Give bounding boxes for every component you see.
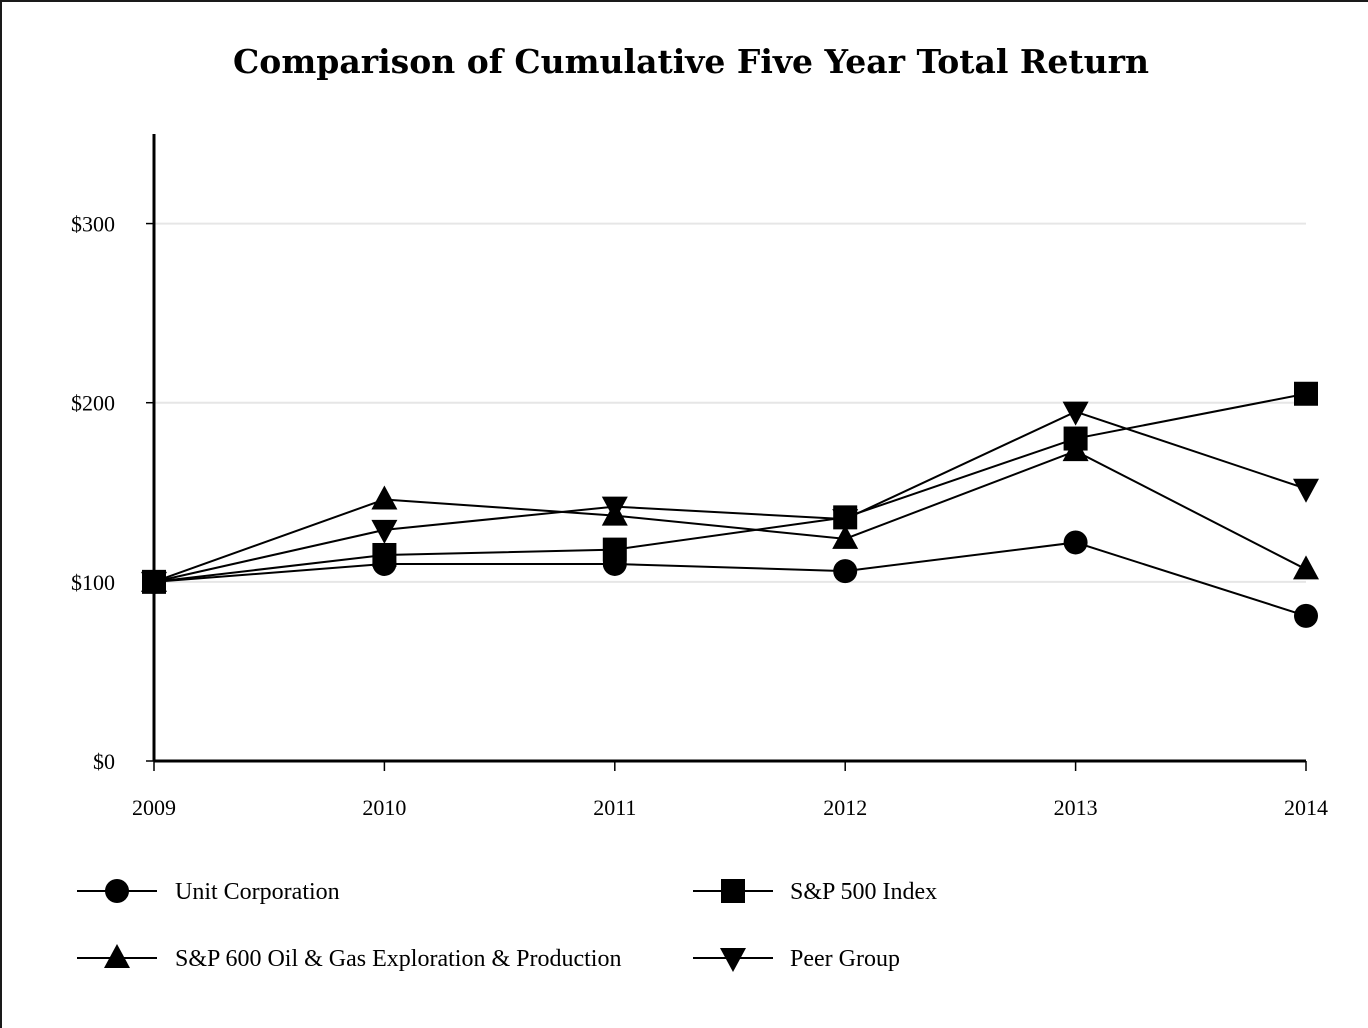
x-tick-label: 2010 [362,795,406,820]
data-point [833,559,858,584]
data-point [1062,437,1089,462]
data-point [1293,478,1319,503]
x-tick-label: 2013 [1054,795,1098,820]
series-line [153,392,1307,583]
legend-marker [721,879,745,903]
data-point [1294,603,1318,628]
series-line [153,449,1307,583]
series-line [153,541,1307,617]
legend-marker [105,879,129,903]
y-tick-label: $300 [71,212,115,237]
legend-marker [104,944,130,968]
data-point [602,537,627,562]
data-point [371,485,398,510]
legend-item: S&P 600 Oil & Gas Exploration & Producti… [77,944,621,972]
data-point [372,542,397,567]
data-point [1293,555,1319,580]
data-point [1294,381,1318,406]
y-tick-label: $200 [71,391,115,416]
legend-label: Unit Corporation [175,879,340,905]
data-point [832,524,859,549]
series-line [153,410,1307,583]
data-point [141,571,167,596]
x-tick-label: 2011 [593,795,636,820]
legend-label: S&P 600 Oil & Gas Exploration & Producti… [175,946,621,972]
data-point [1062,401,1089,426]
data-point [601,496,628,521]
y-tick-label: $100 [71,570,115,595]
y-tick-label: $0 [93,749,115,774]
x-tick-label: 2012 [823,795,867,820]
data-point [1063,530,1088,555]
legend-marker [720,948,746,972]
x-tick-label: 2009 [132,795,176,820]
chart-title: Comparison of Cumulative Five Year Total… [233,42,1149,81]
data-point [832,509,859,534]
x-tick-label: 2014 [1284,795,1328,820]
legend-item: S&P 500 Index [693,879,937,905]
legend-label: Peer Group [790,946,900,972]
data-point [371,519,398,544]
legend-item: Peer Group [693,946,900,972]
legend-item: Unit Corporation [77,879,340,905]
legend-label: S&P 500 Index [790,879,937,905]
